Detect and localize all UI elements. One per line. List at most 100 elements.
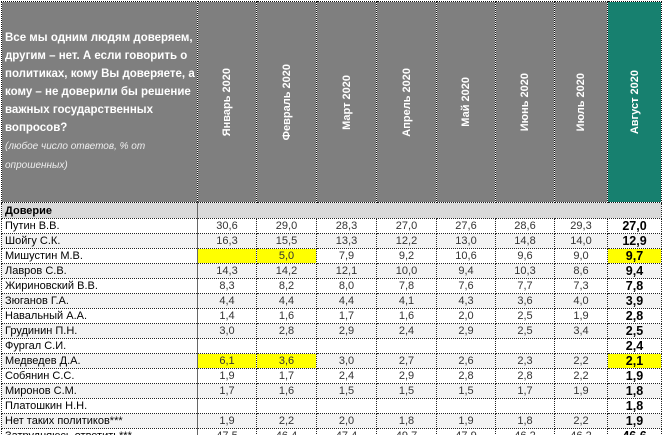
value-cell[interactable]: 14,0 [554, 233, 608, 249]
value-cell[interactable]: 2,2 [256, 413, 317, 429]
value-cell[interactable]: 27,6 [436, 218, 496, 234]
value-cell[interactable]: 9,7 [607, 248, 662, 264]
month-header-4[interactable]: Апрель 2020 [376, 1, 437, 203]
value-cell[interactable]: 4,4 [256, 293, 317, 309]
value-cell[interactable]: 7,3 [554, 278, 608, 294]
value-cell[interactable]: 2,8 [607, 308, 662, 324]
value-cell[interactable] [376, 338, 437, 354]
value-cell[interactable]: 46,2 [554, 428, 608, 435]
value-cell[interactable]: 5,0 [256, 248, 317, 264]
month-header-8[interactable]: Август 2020 [607, 1, 662, 203]
value-cell[interactable]: 1,5 [436, 383, 496, 399]
value-cell[interactable]: 29,0 [256, 218, 317, 234]
value-cell[interactable]: 1,8 [607, 383, 662, 399]
value-cell[interactable]: 47,5 [197, 428, 257, 435]
politician-name[interactable]: Зюганов Г.А. [1, 293, 198, 309]
value-cell[interactable]: 47,4 [316, 428, 377, 435]
value-cell[interactable]: 14,3 [197, 263, 257, 279]
value-cell[interactable]: 15,5 [256, 233, 317, 249]
value-cell[interactable]: 8,0 [316, 278, 377, 294]
value-cell[interactable]: 8,3 [197, 278, 257, 294]
value-cell[interactable]: 1,7 [495, 383, 555, 399]
value-cell[interactable]: 2,6 [436, 353, 496, 369]
politician-name[interactable]: Фургал С.И. [1, 338, 198, 354]
value-cell[interactable]: 7,8 [376, 278, 437, 294]
value-cell[interactable]: 29,3 [554, 218, 608, 234]
value-cell[interactable]: 46,6 [607, 428, 662, 435]
value-cell[interactable]: 2,2 [554, 413, 608, 429]
value-cell[interactable]: 1,9 [554, 383, 608, 399]
value-cell[interactable]: 2,0 [436, 308, 496, 324]
value-cell[interactable]: 12,1 [316, 263, 377, 279]
value-cell[interactable]: 3,9 [607, 293, 662, 309]
value-cell[interactable]: 7,8 [607, 278, 662, 294]
value-cell[interactable]: 2,9 [376, 368, 437, 384]
value-cell[interactable]: 1,6 [256, 383, 317, 399]
value-cell[interactable]: 2,4 [607, 338, 662, 354]
value-cell[interactable] [495, 398, 555, 414]
value-cell[interactable]: 2,8 [495, 368, 555, 384]
value-cell[interactable]: 9,2 [376, 248, 437, 264]
value-cell[interactable]: 1,7 [316, 308, 377, 324]
politician-name[interactable]: Миронов С.М. [1, 383, 198, 399]
value-cell[interactable]: 49,7 [376, 428, 437, 435]
value-cell[interactable] [495, 338, 555, 354]
value-cell[interactable] [256, 338, 317, 354]
value-cell[interactable]: 1,9 [607, 368, 662, 384]
value-cell[interactable]: 27,0 [607, 218, 662, 234]
value-cell[interactable]: 2,5 [495, 308, 555, 324]
value-cell[interactable]: 2,1 [607, 353, 662, 369]
politician-name[interactable]: Медведев Д.А. [1, 353, 198, 369]
value-cell[interactable]: 2,7 [376, 353, 437, 369]
value-cell[interactable]: 1,9 [554, 308, 608, 324]
value-cell[interactable]: 2,9 [316, 323, 377, 339]
value-cell[interactable]: 2,2 [554, 368, 608, 384]
value-cell[interactable]: 7,7 [495, 278, 555, 294]
value-cell[interactable]: 2,2 [554, 353, 608, 369]
politician-name[interactable]: Затрудняюсь ответить*** [1, 428, 198, 435]
section-fill[interactable] [197, 202, 662, 219]
politician-name[interactable]: Грудинин П.Н. [1, 323, 198, 339]
value-cell[interactable]: 7,6 [436, 278, 496, 294]
value-cell[interactable]: 4,3 [436, 293, 496, 309]
month-header-3[interactable]: Март 2020 [316, 1, 377, 203]
value-cell[interactable]: 4,1 [376, 293, 437, 309]
value-cell[interactable]: 27,0 [376, 218, 437, 234]
value-cell[interactable]: 7,9 [316, 248, 377, 264]
value-cell[interactable]: 2,0 [316, 413, 377, 429]
value-cell[interactable]: 47,9 [436, 428, 496, 435]
month-header-1[interactable]: Январь 2020 [197, 1, 257, 203]
value-cell[interactable]: 28,3 [316, 218, 377, 234]
value-cell[interactable]: 1,8 [495, 413, 555, 429]
value-cell[interactable] [197, 248, 257, 264]
value-cell[interactable]: 1,8 [607, 398, 662, 414]
value-cell[interactable]: 9,4 [436, 263, 496, 279]
value-cell[interactable]: 16,3 [197, 233, 257, 249]
value-cell[interactable]: 2,4 [376, 323, 437, 339]
value-cell[interactable]: 9,6 [495, 248, 555, 264]
politician-name[interactable]: Путин В.В. [1, 218, 198, 234]
value-cell[interactable]: 3,0 [316, 353, 377, 369]
value-cell[interactable] [554, 398, 608, 414]
value-cell[interactable] [256, 398, 317, 414]
politician-name[interactable]: Навальный А.А. [1, 308, 198, 324]
politician-name[interactable]: Мишустин М.В. [1, 248, 198, 264]
value-cell[interactable]: 10,6 [436, 248, 496, 264]
value-cell[interactable]: 46,2 [495, 428, 555, 435]
value-cell[interactable]: 4,4 [197, 293, 257, 309]
value-cell[interactable]: 8,6 [554, 263, 608, 279]
value-cell[interactable]: 14,2 [256, 263, 317, 279]
value-cell[interactable]: 2,3 [495, 353, 555, 369]
value-cell[interactable]: 8,2 [256, 278, 317, 294]
value-cell[interactable]: 1,9 [197, 368, 257, 384]
value-cell[interactable] [376, 398, 437, 414]
politician-name[interactable]: Платошкин Н.Н. [1, 398, 198, 414]
month-header-6[interactable]: Июнь 2020 [495, 1, 555, 203]
value-cell[interactable] [197, 398, 257, 414]
value-cell[interactable]: 1,6 [256, 308, 317, 324]
value-cell[interactable]: 1,6 [376, 308, 437, 324]
question-cell[interactable]: Все мы одним людям доверяем, другим – не… [1, 1, 198, 203]
value-cell[interactable]: 4,0 [554, 293, 608, 309]
value-cell[interactable]: 1,7 [197, 383, 257, 399]
value-cell[interactable]: 9,0 [554, 248, 608, 264]
